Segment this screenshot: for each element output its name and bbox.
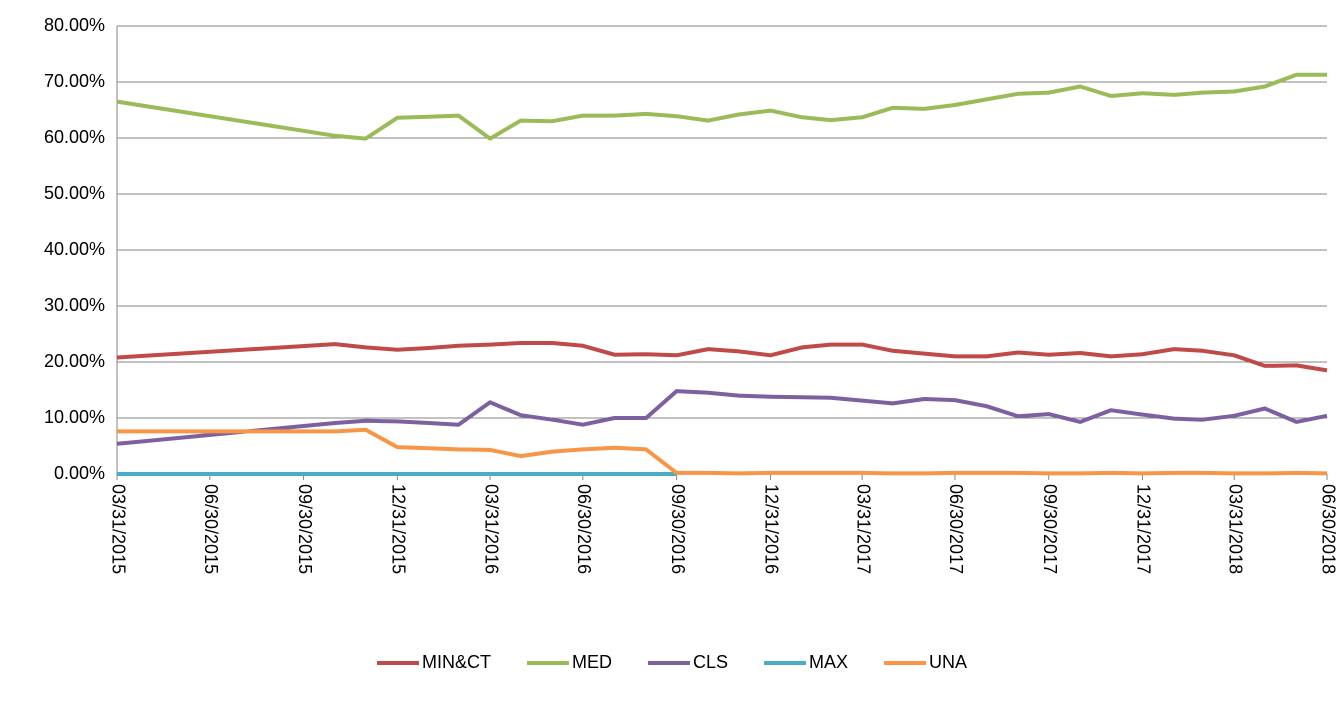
y-tick-label: 40.00% <box>44 239 105 259</box>
legend-label: MAX <box>809 652 848 672</box>
y-tick-label: 50.00% <box>44 183 105 203</box>
series-line <box>116 341 1328 373</box>
x-tick-label: 06/30/2018 <box>1318 484 1338 574</box>
x-tick-label: 03/31/2017 <box>853 484 873 574</box>
x-tick-label: 03/31/2016 <box>481 484 501 574</box>
legend-label: MIN&CT <box>422 652 491 672</box>
x-tick-label: 03/31/2015 <box>108 484 128 574</box>
legend-label: UNA <box>929 652 967 672</box>
y-tick-label: 0.00% <box>54 463 105 483</box>
x-tick-label: 12/31/2015 <box>389 484 409 574</box>
y-tick-label: 80.00% <box>44 15 105 35</box>
x-tick-label: 03/31/2018 <box>1225 484 1245 574</box>
x-tick-label: 12/31/2016 <box>762 484 782 574</box>
x-tick-label: 06/30/2017 <box>946 484 966 574</box>
legend-label: MED <box>572 652 612 672</box>
y-tick-label: 70.00% <box>44 71 105 91</box>
y-tick-label: 20.00% <box>44 351 105 371</box>
x-tick-label: 09/30/2017 <box>1040 484 1060 574</box>
x-tick-label: 06/30/2015 <box>201 484 221 574</box>
series-line <box>116 72 1327 141</box>
x-tick-label: 12/31/2017 <box>1134 484 1154 574</box>
y-tick-label: 60.00% <box>44 127 105 147</box>
y-tick-label: 10.00% <box>44 407 105 427</box>
x-tick-label: 09/30/2016 <box>668 484 688 574</box>
x-tick-label: 09/30/2015 <box>295 484 315 574</box>
x-tick-label: 06/30/2016 <box>574 484 594 574</box>
series-line <box>116 389 1328 446</box>
y-tick-label: 30.00% <box>44 295 105 315</box>
series-line <box>117 427 1328 476</box>
legend-label: CLS <box>693 652 728 672</box>
